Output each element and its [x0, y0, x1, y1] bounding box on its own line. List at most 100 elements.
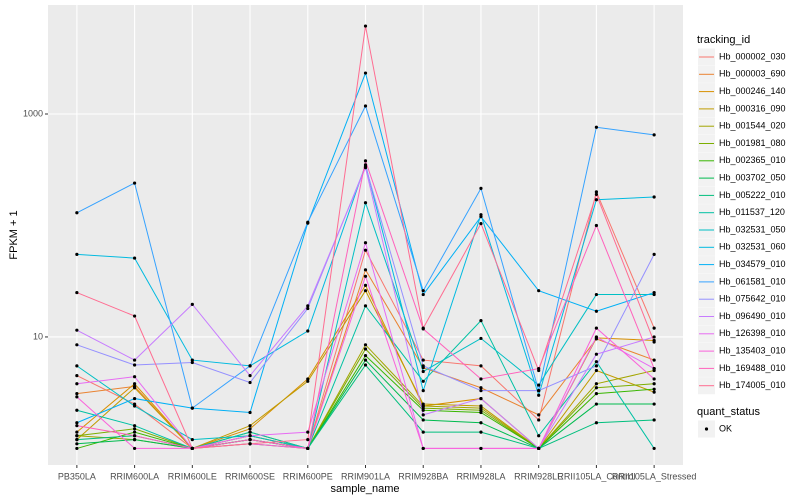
point — [594, 364, 599, 368]
point — [248, 427, 252, 431]
point — [537, 418, 541, 422]
point — [479, 377, 483, 381]
point — [652, 446, 656, 451]
point — [421, 418, 425, 422]
point — [652, 382, 656, 386]
point — [248, 410, 252, 415]
point — [363, 268, 368, 272]
point — [479, 408, 483, 412]
point — [594, 292, 599, 297]
point — [75, 430, 79, 434]
point — [479, 336, 483, 341]
point — [652, 390, 656, 394]
y-axis-label: FPKM + 1 — [8, 210, 20, 259]
legend-label: Hb_075642_010 — [719, 294, 786, 304]
point — [132, 375, 137, 379]
point — [75, 252, 79, 257]
point — [594, 326, 599, 330]
point — [652, 252, 656, 257]
point — [132, 386, 137, 390]
point — [537, 289, 541, 293]
point — [537, 446, 541, 451]
point — [363, 104, 368, 108]
point — [248, 442, 252, 446]
point — [132, 358, 137, 362]
point — [248, 374, 252, 378]
point — [75, 424, 79, 428]
x-tick-label: RRIM600LA — [110, 471, 159, 481]
point — [363, 24, 368, 28]
point — [652, 335, 656, 339]
point — [363, 274, 368, 278]
point — [421, 413, 425, 417]
y-tick-label: 1000 — [23, 108, 43, 118]
point — [594, 386, 599, 390]
point — [421, 292, 425, 297]
legend-label: Hb_001544_020 — [719, 121, 786, 131]
point — [132, 434, 137, 438]
point — [479, 364, 483, 368]
point — [363, 71, 368, 75]
point — [363, 354, 368, 358]
x-tick-label: RRIM928LE — [514, 471, 563, 481]
point — [594, 421, 599, 425]
point — [363, 248, 368, 252]
point — [132, 256, 137, 260]
point — [537, 434, 541, 438]
x-tick-label: RRII105LA_Stressed — [612, 471, 697, 481]
point — [594, 352, 599, 356]
point — [248, 434, 252, 438]
point — [190, 446, 194, 451]
point — [479, 221, 483, 226]
legend-label: Hb_169488_010 — [719, 363, 786, 373]
x-tick-label: RRII105LA_Control — [557, 471, 635, 481]
x-tick-label: RRIM600PE — [283, 471, 333, 481]
point — [479, 410, 483, 415]
point — [190, 358, 194, 362]
legend-label: Hb_126398_010 — [719, 328, 786, 338]
point — [75, 328, 79, 332]
legend-label: Hb_034579_010 — [719, 259, 786, 269]
point — [75, 382, 79, 386]
x-tick-label: RRIM600SE — [225, 471, 275, 481]
point — [132, 430, 137, 434]
point — [75, 290, 79, 295]
point — [306, 430, 310, 434]
legend-label: Hb_002365_010 — [719, 155, 786, 165]
x-tick-label: RRIM901LA — [341, 471, 390, 481]
legend-label: Hb_000003_690 — [719, 69, 786, 79]
point — [75, 343, 79, 347]
point — [75, 364, 79, 368]
point — [479, 396, 483, 401]
point — [479, 389, 483, 393]
point — [652, 367, 656, 371]
point — [75, 442, 79, 446]
point — [75, 446, 79, 451]
point — [363, 358, 368, 362]
point — [594, 223, 599, 228]
point — [248, 437, 252, 442]
point — [75, 395, 79, 399]
point — [363, 304, 368, 308]
point — [75, 392, 79, 396]
point — [479, 421, 483, 425]
point — [306, 306, 310, 311]
point — [132, 437, 137, 442]
point — [421, 358, 425, 362]
legend-label: Hb_032531_050 — [719, 224, 786, 234]
point — [479, 386, 483, 390]
point — [75, 374, 79, 378]
point — [594, 190, 599, 194]
point — [594, 360, 599, 364]
point — [594, 335, 599, 339]
point — [248, 424, 252, 428]
point — [132, 424, 137, 428]
point — [421, 408, 425, 412]
point — [479, 319, 483, 323]
point — [75, 211, 79, 215]
legend-label: Hb_061581_010 — [719, 276, 786, 286]
point — [479, 215, 483, 219]
point — [132, 446, 137, 451]
legend-point — [704, 427, 709, 431]
